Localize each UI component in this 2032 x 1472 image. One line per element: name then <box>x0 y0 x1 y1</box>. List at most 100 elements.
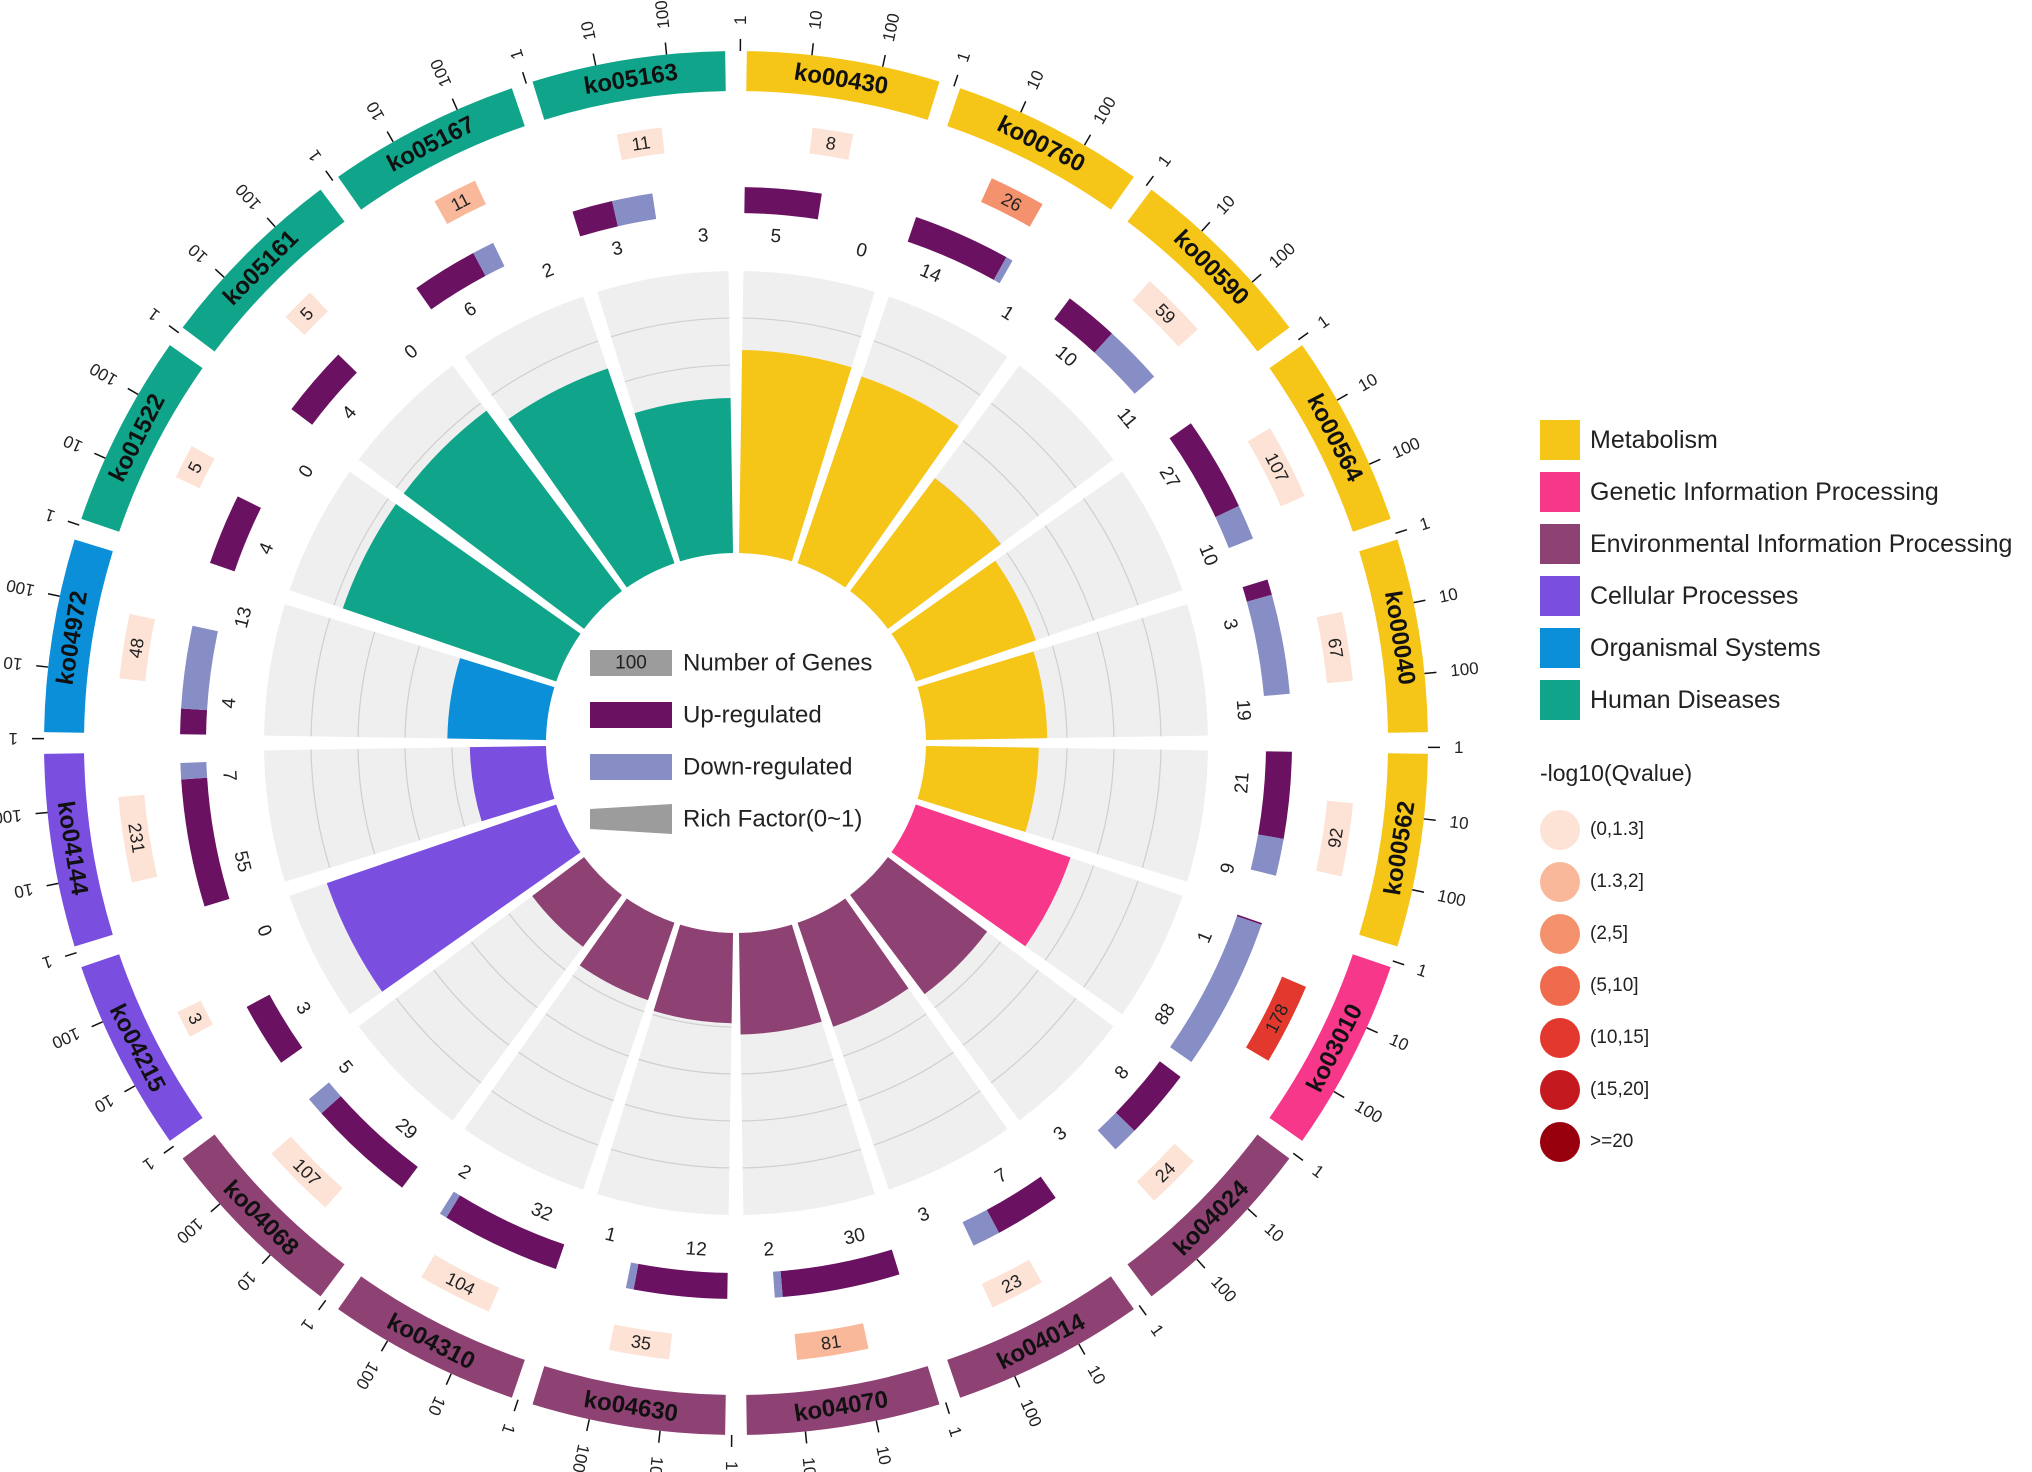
grid-arc <box>934 941 1002 1009</box>
category-swatch <box>1540 576 1580 616</box>
down-count-ko04014: 3 <box>915 1203 933 1226</box>
grid-arc <box>357 748 376 855</box>
up-regulated-bar-ko04024 <box>1115 1061 1181 1131</box>
scale-tick-label: 100 <box>1436 886 1468 911</box>
grid-arc <box>1141 749 1162 869</box>
category-legend-item: Human Diseases <box>1540 674 2020 726</box>
category-swatch <box>1540 472 1580 512</box>
scale-tick-label: 1 <box>953 50 974 65</box>
down-swatch <box>590 754 672 780</box>
up-count-ko04630: 12 <box>685 1238 708 1261</box>
category-label: Environmental Information Processing <box>1590 529 2013 558</box>
up-regulated-bar-ko05167 <box>416 253 486 310</box>
grid-arc <box>310 749 331 869</box>
grid-arc <box>638 1058 731 1075</box>
scale-tick-label: 100 <box>1265 239 1299 272</box>
down-count-ko05163: 3 <box>697 225 709 247</box>
scale-tick <box>380 1340 389 1352</box>
rich-factor-bar-ko04310 <box>579 898 675 1001</box>
scale-tick <box>1196 1258 1206 1269</box>
gene-count-ko05163: 11 <box>630 132 652 155</box>
qvalue-label: (0,1.3] <box>1590 819 1644 840</box>
scale-tick-label: 1 <box>145 304 164 325</box>
qvalue-bar-ko04310 <box>421 1254 500 1312</box>
up-regulated-bar-ko04215 <box>246 994 303 1063</box>
up-count-ko04215: 3 <box>291 998 314 1018</box>
term-segment-ko00760 <box>947 88 1134 210</box>
qvalue-label: >=20 <box>1590 1131 1634 1152</box>
term-segment-ko05161 <box>182 189 345 352</box>
up-count-ko00430: 5 <box>770 226 782 248</box>
grid-arc <box>873 340 981 396</box>
qvalue-bar-ko04215 <box>177 1000 213 1037</box>
scale-tick-label: 1 <box>1414 960 1429 981</box>
qvalue-legend-item: (2,5] <box>1540 908 2020 960</box>
rich-factor-bar-ko03010 <box>891 804 1071 947</box>
scale-tick-label: 1 <box>1147 1321 1168 1340</box>
qvalue-bar-ko05161 <box>285 292 328 335</box>
qvalue-swatch <box>1540 1018 1580 1058</box>
up-count-ko00040: 3 <box>1219 617 1242 632</box>
rich-factor-bar-ko00562 <box>917 745 1039 833</box>
scale-tick <box>1412 888 1425 893</box>
scale-tick <box>592 53 597 66</box>
scale-tick <box>1078 1343 1086 1355</box>
category-swatch <box>1540 420 1580 460</box>
scale-tick <box>35 811 48 815</box>
rich-factor-bar-ko04024 <box>850 857 988 995</box>
down-regulated-bar-ko04972 <box>181 625 218 711</box>
grid-arc <box>610 1148 730 1169</box>
rich-factor-bar-ko00040 <box>917 651 1048 741</box>
up-count-ko03010: 1 <box>1194 928 1217 946</box>
rich-factor-bar-ko04068 <box>532 857 622 947</box>
scale-tick-label: 10 <box>1355 370 1381 396</box>
scale-tick-label: 100 <box>1207 1272 1240 1306</box>
scale-tick-label: 100 <box>1089 93 1120 127</box>
qvalue-bar-ko00760 <box>981 178 1043 227</box>
genes-swatch <box>590 650 672 676</box>
qvalue-bar-ko05163 <box>616 127 665 161</box>
scale-tick-label: 1 <box>506 47 527 62</box>
down-count-ko05167: 2 <box>539 259 557 282</box>
qvalue-swatch <box>1540 862 1580 902</box>
qvalue-legend-title: -log10(Qvalue) <box>1540 760 1693 786</box>
up-count-ko00760: 14 <box>917 260 945 288</box>
down-regulated-bar-ko04068 <box>308 1082 341 1114</box>
qvalue-bar-ko04972 <box>119 613 156 682</box>
scale-tick-label: 100 <box>652 0 674 30</box>
up-count-ko01522: 4 <box>255 539 279 557</box>
scale-tick-label: 1 <box>304 146 325 165</box>
scale-tick-label: 10 <box>1083 1362 1109 1388</box>
gene-count-ko00040: 67 <box>1324 637 1347 660</box>
term-segment-ko00040 <box>1359 539 1428 733</box>
term-label-ko04068: ko04068 <box>218 1175 304 1261</box>
scale-tick-label: 10 <box>12 879 34 901</box>
scale-tick-label: 100 <box>0 806 23 828</box>
scale-tick-label: 1 <box>1454 738 1464 757</box>
scale-tick-label: 1 <box>1417 513 1432 534</box>
scale-tick <box>521 71 528 84</box>
scale-tick-label: 10 <box>60 431 85 456</box>
qvalue-swatch <box>1540 810 1580 850</box>
up-count-ko04972: 4 <box>219 697 241 710</box>
grid-arc <box>404 748 421 841</box>
scale-tick <box>1336 393 1348 401</box>
scale-tick-label: 10 <box>1437 584 1459 606</box>
scale-tick-label: 100 <box>1389 434 1423 463</box>
down-count-ko04630: 1 <box>603 1224 618 1247</box>
grid-arc <box>1083 498 1139 606</box>
category-legend-item: Environmental Information Processing <box>1540 518 2020 570</box>
grid-arc <box>962 440 1039 517</box>
up-regulated-bar-ko05161 <box>291 354 357 425</box>
scale-tick-label: 10 <box>185 240 212 267</box>
scale-tick <box>1251 273 1262 283</box>
term-segment-ko00564 <box>1269 345 1391 532</box>
scale-tick-label: 10 <box>1386 1030 1411 1055</box>
rich-factor-bar-ko04630 <box>653 924 734 1024</box>
qvalue-legend-item: (15,20] <box>1540 1064 2020 1116</box>
grid-arc <box>990 997 1077 1084</box>
qvalue-bar-ko00040 <box>1316 611 1353 684</box>
grid-arc <box>1044 525 1095 621</box>
category-label: Organismal Systems <box>1590 633 1821 662</box>
category-legend-item: Genetic Information Processing <box>1540 466 2020 518</box>
